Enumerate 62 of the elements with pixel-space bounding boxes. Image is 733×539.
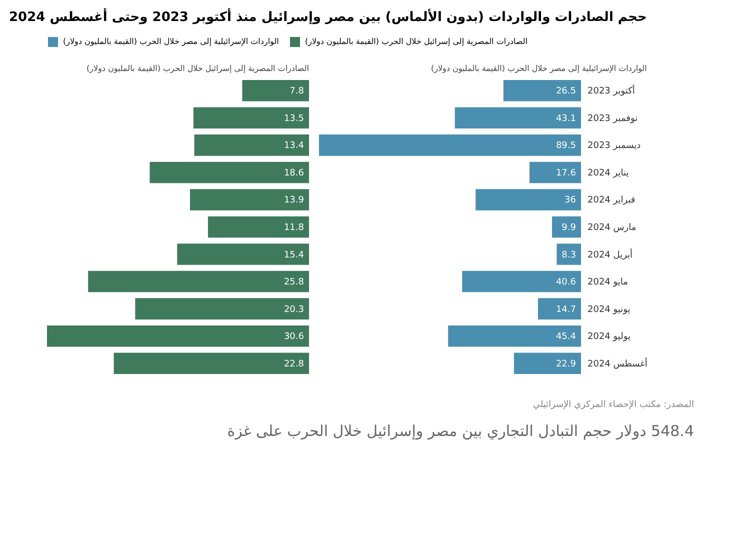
y-tick-label: فبراير 2024 — [588, 196, 636, 206]
y-tick-label: أبريل 2024 — [588, 248, 633, 260]
bar — [552, 216, 581, 238]
data-label: 22.9 — [556, 359, 576, 370]
bar — [503, 80, 581, 102]
bar — [242, 80, 309, 102]
data-label: 13.5 — [284, 114, 304, 124]
y-tick-label: أكتوبر 2023 — [588, 84, 635, 97]
bar — [150, 162, 309, 184]
bar — [476, 189, 581, 210]
data-label: 13.9 — [284, 196, 304, 206]
data-label: 43.1 — [556, 114, 576, 124]
data-label: 40.6 — [556, 278, 576, 288]
y-tick-label: ديسمبر 2023 — [588, 141, 641, 152]
bar — [208, 216, 309, 238]
bar — [448, 325, 581, 347]
data-label: 17.6 — [556, 168, 576, 178]
data-label: 9.9 — [562, 223, 576, 233]
data-label: 11.8 — [284, 223, 304, 233]
data-label: 26.5 — [556, 86, 576, 97]
y-tick-label: مايو 2024 — [588, 278, 628, 288]
data-label: 36 — [564, 196, 576, 206]
legend-label: الصادرات المصرية إلى إسرائيل خلال الحرب (القيمة بالمليون دولار) — [305, 37, 528, 46]
chart-subtitle: الصادرات المصرية إلى إسرائيل خلال الحرب (القيمة بالمليون دولار) — [86, 64, 309, 73]
y-tick-label: يوليو 2024 — [588, 332, 632, 342]
bar — [538, 298, 581, 320]
bar — [454, 107, 581, 129]
bar — [47, 325, 309, 347]
bar — [88, 270, 309, 292]
bar — [319, 134, 581, 156]
text: المصدر: مكتب الإحصاء المركزي الإسرائيلي — [532, 400, 694, 410]
data-label: 7.8 — [290, 86, 304, 97]
y-tick-label: يونيو 2024 — [588, 304, 631, 315]
data-label: 8.3 — [562, 250, 576, 260]
bar — [529, 162, 581, 184]
data-label: 22.8 — [284, 359, 304, 370]
bar — [135, 298, 309, 320]
bar — [194, 134, 309, 156]
data-label: 25.8 — [284, 278, 304, 288]
y-tick-label: يناير 2024 — [588, 168, 630, 178]
data-label: 30.6 — [284, 332, 304, 342]
data-label: 14.7 — [556, 304, 576, 315]
bar — [114, 352, 309, 374]
chart-title: حجم الصادرات والواردات (بدون الألماس) بين مصر وإسرائيل منذ أكتوبر 2023 وحتى أغسطس 2024 — [9, 8, 647, 25]
bar — [177, 244, 309, 265]
y-tick-label: مارس 2024 — [588, 223, 636, 233]
bar — [462, 270, 581, 292]
bar — [514, 352, 581, 374]
legend-label: الواردات الإسرائيلية إلى مصر خلال الحرب (القيمة بالمليون دولار) — [63, 37, 279, 46]
data-label: 20.3 — [284, 304, 304, 315]
text: 548.4 دولار حجم التبادل التجاري بين مصر وإسرائيل خلال الحرب على غزة — [226, 422, 694, 440]
bar — [556, 244, 581, 265]
data-label: 15.4 — [284, 250, 304, 260]
chart-subtitle: الواردات الإسرائيلية إلى مصر خلال الحرب (القيمة بالمليون دولار) — [431, 64, 647, 73]
data-label: 89.5 — [556, 141, 576, 152]
data-label: 18.6 — [284, 168, 304, 178]
y-tick-label: أغسطس 2024 — [588, 357, 648, 370]
bar — [190, 189, 309, 210]
data-label: 45.4 — [556, 332, 576, 342]
data-label: 13.4 — [284, 141, 304, 152]
bar — [193, 107, 309, 129]
y-tick-label: نوفمبر 2023 — [588, 114, 638, 124]
